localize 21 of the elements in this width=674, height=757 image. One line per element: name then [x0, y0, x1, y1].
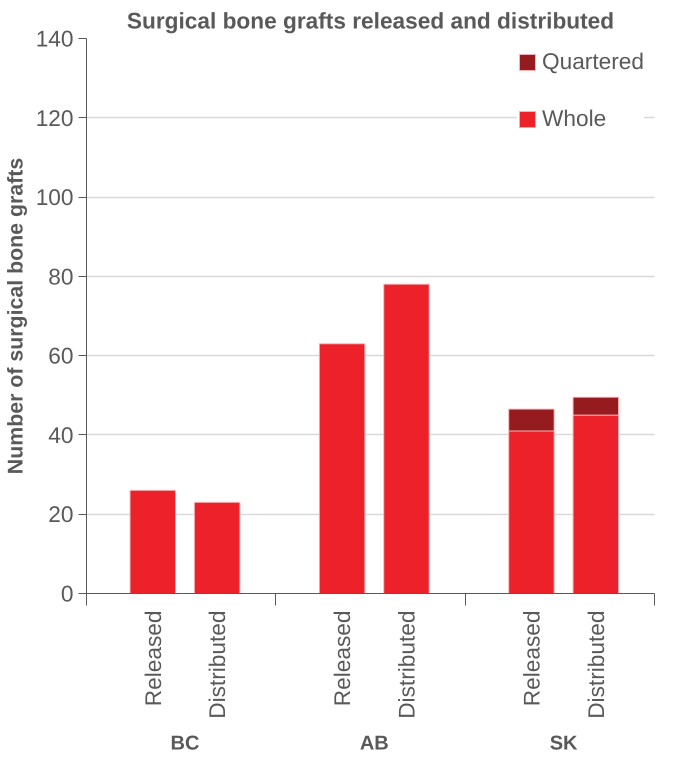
x-tick-label: Distributed: [204, 610, 230, 719]
text: BC: [170, 732, 200, 754]
x-tick-label: Distributed: [393, 610, 420, 719]
x-tick-label: Released: [140, 610, 166, 706]
chart-title: Surgical bone grafts released and distributed: [126, 8, 614, 34]
text: SK: [550, 732, 578, 754]
y-tick-label: 120: [36, 104, 74, 131]
legend-label: Quartered: [542, 48, 644, 75]
y-tick-label: 20: [48, 501, 74, 528]
y-tick-label: 60: [48, 342, 74, 369]
x-tick-label: Released: [518, 610, 544, 706]
legend-label: Whole: [542, 105, 606, 132]
y-tick-label: 80: [48, 263, 74, 290]
text: AB: [360, 732, 389, 754]
y-tick-label: 140: [36, 26, 74, 52]
y-axis-title: Number of surgical bone grafts: [4, 158, 28, 474]
x-tick-label: Released: [329, 610, 356, 706]
y-tick-label: 40: [48, 422, 74, 448]
x-tick-label: Distributed: [582, 610, 609, 719]
y-tick-label: 100: [36, 184, 74, 210]
y-tick-label: 0: [60, 580, 74, 606]
